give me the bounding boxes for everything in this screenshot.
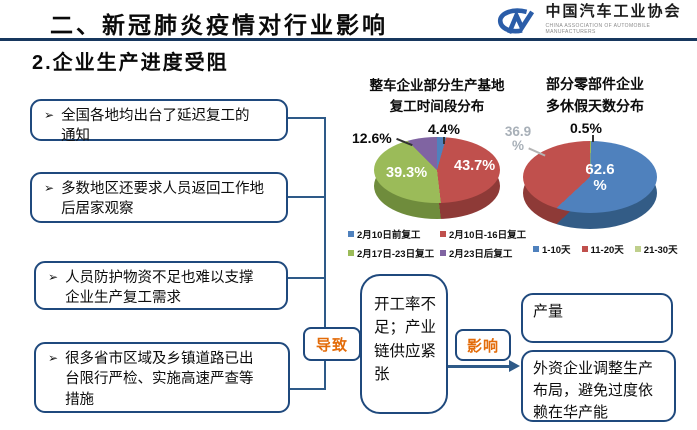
connector-spine	[324, 117, 326, 390]
pie1-label-before: 4.4%	[428, 121, 460, 137]
cause-text: 很多省市区域及乡镇道路已出 台限行严检、实施高速严查等 措施	[65, 351, 254, 408]
pie2-label-11-20: 36.9 %	[504, 124, 532, 154]
logo: 中国汽车工业协会 CHINA ASSOCIATION OF AUTOMOBILE…	[497, 3, 697, 38]
chart1-title: 整车企业部分生产基地 复工时间段分布	[369, 78, 505, 114]
legend-swatch-red	[440, 231, 446, 237]
cause-box-ppe-shortage: ➢ 人员防护物资不足也难以支撑 企业生产复工需求	[34, 261, 288, 310]
pie1-label-after: 12.6%	[352, 130, 392, 146]
legend-item: 2月10日-16日复工	[440, 227, 528, 241]
logo-name-cn: 中国汽车工业协会	[545, 3, 682, 20]
pie1-legend: 2月10日前复工 2月10日-16日复工 2月17日-23日复工 2月23日后复…	[348, 227, 528, 260]
pie2-label-21-30: 0.5%	[570, 120, 602, 136]
connector-line	[290, 388, 326, 390]
cause-box-delayed-restart: ➢ 全国各地均出台了延迟复工的 通知	[30, 99, 288, 144]
legend-item: 2月17日-23日复工	[348, 246, 440, 260]
pie2-chart	[523, 141, 657, 213]
legend-swatch-olive	[634, 246, 641, 252]
section-subtitle: 2.企业生产进度受阻	[32, 52, 229, 74]
lead-to-label: 导致	[303, 327, 361, 361]
pie1-label-feb10-16: 43.7%	[454, 158, 496, 174]
impact-label: 影响	[455, 329, 511, 361]
bullet-arrow-icon: ➢	[48, 351, 59, 365]
impact-arrow-line	[448, 365, 510, 368]
bullet-arrow-icon: ➢	[44, 181, 55, 195]
connector-line	[288, 277, 326, 279]
bullet-arrow-icon: ➢	[44, 108, 55, 122]
cause-text: 全国各地均出台了延迟复工的 通知	[61, 108, 250, 145]
cause-text: 多数地区还要求人员返回工作地 后居家观察	[61, 181, 265, 218]
impact-arrowhead-icon	[509, 360, 520, 372]
cause-text: 人员防护物资不足也难以支撑 企业生产复工需求	[65, 270, 254, 307]
result-box-output: 产量	[521, 293, 673, 343]
leader-line	[592, 135, 594, 142]
legend-swatch-red	[581, 246, 588, 252]
legend-item: 11-20天	[581, 242, 624, 256]
cause-box-road-restrictions: ➢ 很多省市区域及乡镇道路已出 台限行严检、实施高速严查等 措施	[34, 342, 290, 413]
connector-line	[288, 196, 326, 198]
cause-box-home-observation: ➢ 多数地区还要求人员返回工作地 后居家观察	[30, 172, 288, 223]
legend-item: 2月23日后复工	[440, 246, 528, 260]
legend-swatch-purple	[440, 250, 446, 256]
legend-item: 21-30天	[634, 242, 678, 256]
legend-swatch-blue	[348, 231, 354, 237]
pie2-legend: 1-10天 11-20天 21-30天	[533, 242, 678, 256]
legend-swatch-green	[348, 250, 354, 256]
bullet-arrow-icon: ➢	[48, 270, 59, 284]
header-divider	[0, 38, 697, 41]
pie2-label-1-10: 62.6 %	[585, 161, 615, 194]
pie1-chart	[374, 137, 500, 203]
legend-item: 2月10日前复工	[348, 227, 440, 241]
caam-logo-icon	[497, 8, 535, 34]
leader-line	[443, 137, 445, 144]
connector-line	[288, 117, 326, 119]
chart2-title: 部分零部件企业 多休假天数分布	[546, 76, 644, 114]
result-box-foreign-investment: 外资企业调整生产 布局，避免过度依 赖在华产能	[521, 350, 676, 422]
legend-item: 1-10天	[533, 242, 571, 256]
legend-swatch-blue	[533, 246, 539, 252]
page-title: 二、新冠肺炎疫情对行业影响	[50, 12, 388, 38]
pie1-label-feb17-23: 39.3%	[386, 165, 428, 181]
consequence-box: 开工率不 足；产业 链供应紧 张	[360, 274, 448, 414]
logo-name-en: CHINA ASSOCIATION OF AUTOMOBILE MANUFACT…	[545, 22, 651, 35]
